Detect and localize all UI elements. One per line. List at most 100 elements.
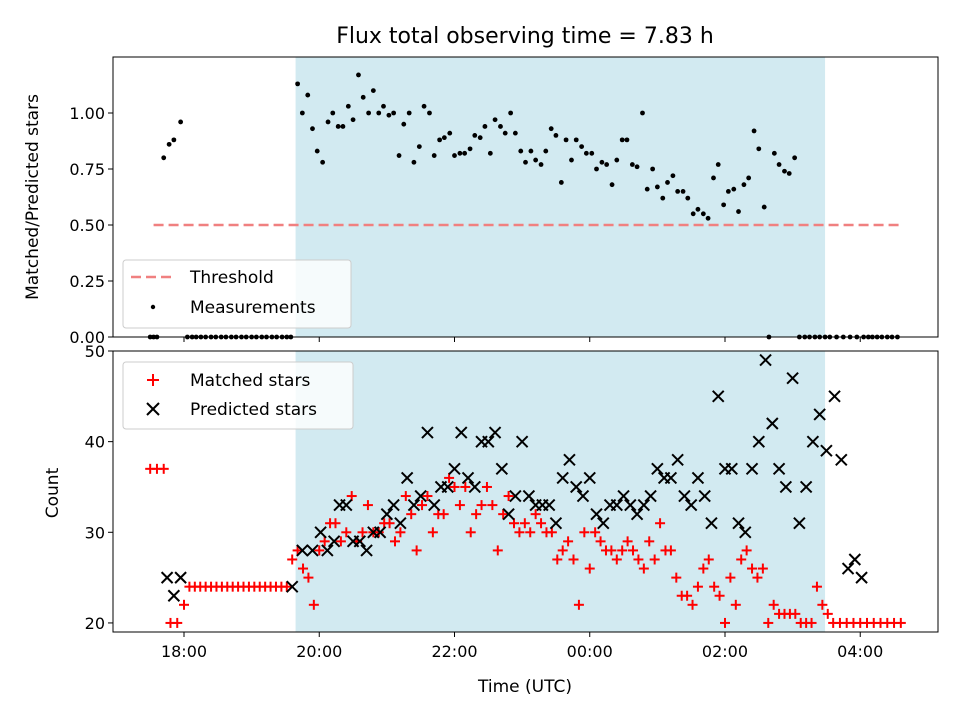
predicted-star-point — [597, 517, 610, 530]
predicted-star-point — [671, 453, 684, 466]
measurement-point — [335, 124, 341, 129]
matched-star-point — [714, 590, 725, 601]
matched-star-point — [476, 500, 487, 511]
matched-star-point — [811, 581, 822, 592]
matched-star-point — [817, 599, 828, 610]
matched-star-point — [757, 563, 768, 574]
predicted-star-point — [556, 471, 569, 485]
measurement-point — [416, 144, 422, 150]
measurement-point — [477, 135, 483, 141]
measurement-point — [670, 173, 676, 179]
bottom-x-tick-label: 04:00 — [837, 642, 883, 661]
top-observing-region — [295, 57, 826, 337]
measurement-point — [411, 159, 417, 165]
measurement-point — [441, 135, 447, 141]
matched-star-point — [730, 599, 741, 610]
measurement-point — [563, 137, 569, 143]
legend-matched-marker — [147, 374, 159, 386]
measurement-point — [467, 146, 473, 152]
predicted-star-point — [509, 489, 522, 503]
matched-star-point — [172, 617, 183, 628]
predicted-star-point — [590, 507, 603, 521]
measurement-point — [166, 141, 172, 147]
measurement-point — [482, 124, 488, 129]
predicted-star-point — [455, 426, 468, 439]
predicted-star-point — [461, 471, 475, 485]
measurement-point — [695, 206, 701, 212]
legend-predicted-label: Predicted stars — [190, 400, 317, 420]
predicted-star-point — [617, 489, 630, 503]
measurement-point — [370, 88, 376, 93]
chart-title: Flux total observing time = 7.83 h — [336, 24, 714, 49]
predicted-star-point — [855, 571, 868, 584]
top-y-axis-label: Matched/Predicted stars — [23, 94, 43, 300]
matched-star-point — [552, 554, 563, 565]
predicted-star-point — [691, 471, 705, 485]
predicted-star-point — [848, 553, 862, 566]
matched-star-point — [389, 536, 400, 547]
measurement-point — [741, 182, 747, 188]
matched-star-point — [633, 554, 644, 565]
predicted-star-point — [468, 480, 481, 494]
top-y-tick-label: 0.00 — [69, 328, 105, 347]
matched-star-point — [417, 500, 428, 511]
matched-star-point — [557, 545, 568, 556]
measurement-point — [376, 110, 382, 116]
measurement-point — [624, 137, 630, 143]
matched-star-point — [617, 545, 628, 556]
top-y-tick-label: 0.75 — [69, 160, 105, 179]
matched-star-point — [655, 518, 666, 529]
matched-star-point — [330, 518, 341, 529]
matched-star-point — [438, 509, 449, 520]
measurement-point — [604, 162, 610, 167]
matched-star-point — [563, 536, 574, 547]
predicted-star-point — [766, 417, 779, 430]
predicted-star-point — [799, 480, 813, 494]
measurement-point — [492, 117, 498, 123]
measurement-point — [366, 110, 372, 116]
measurement-point — [583, 150, 589, 156]
measurement-point — [715, 162, 721, 167]
measurement-point — [386, 112, 392, 118]
predicted-star-point — [772, 462, 786, 476]
top-axes-frame — [112, 56, 939, 338]
predicted-star-point — [644, 489, 657, 503]
predicted-star-point — [488, 426, 502, 439]
matched-star-point — [590, 527, 601, 538]
matched-star-point — [579, 527, 590, 538]
predicted-star-point — [407, 498, 421, 512]
matched-star-point — [671, 572, 682, 583]
measurement-point — [320, 159, 326, 165]
matched-star-point — [314, 545, 325, 556]
measurement-point — [782, 168, 787, 174]
matched-star-point — [741, 545, 752, 556]
matched-star-point — [481, 481, 492, 492]
predicted-star-point — [400, 471, 414, 485]
bottom-y-tick-label: 20 — [85, 614, 105, 633]
measurement-point — [711, 175, 716, 181]
bottom-y-axis-label: Count — [43, 467, 63, 518]
measurement-point — [614, 157, 620, 163]
measurement-point — [538, 162, 544, 167]
measurement-point — [512, 130, 518, 136]
measurement-point — [161, 155, 167, 161]
measurement-point — [634, 164, 640, 170]
bottom-x-tick-label: 18:00 — [161, 642, 207, 661]
measurement-point — [736, 209, 741, 214]
measurement-point — [305, 92, 311, 98]
measurement-point — [356, 72, 361, 78]
matched-star-point — [179, 599, 190, 610]
measurement-point — [421, 103, 427, 109]
measurement-point — [619, 137, 625, 143]
measurement-point — [350, 117, 356, 123]
matched-star-point — [281, 581, 292, 592]
matched-star-point — [411, 545, 422, 556]
matched-star-point — [444, 472, 455, 483]
predicted-star-point — [793, 517, 806, 530]
measurement-point — [761, 204, 767, 210]
measurement-point — [401, 121, 407, 127]
measurement-point — [523, 159, 528, 165]
matched-star-point — [763, 617, 774, 628]
measurement-point — [680, 189, 686, 194]
predicted-star-point — [167, 589, 181, 602]
